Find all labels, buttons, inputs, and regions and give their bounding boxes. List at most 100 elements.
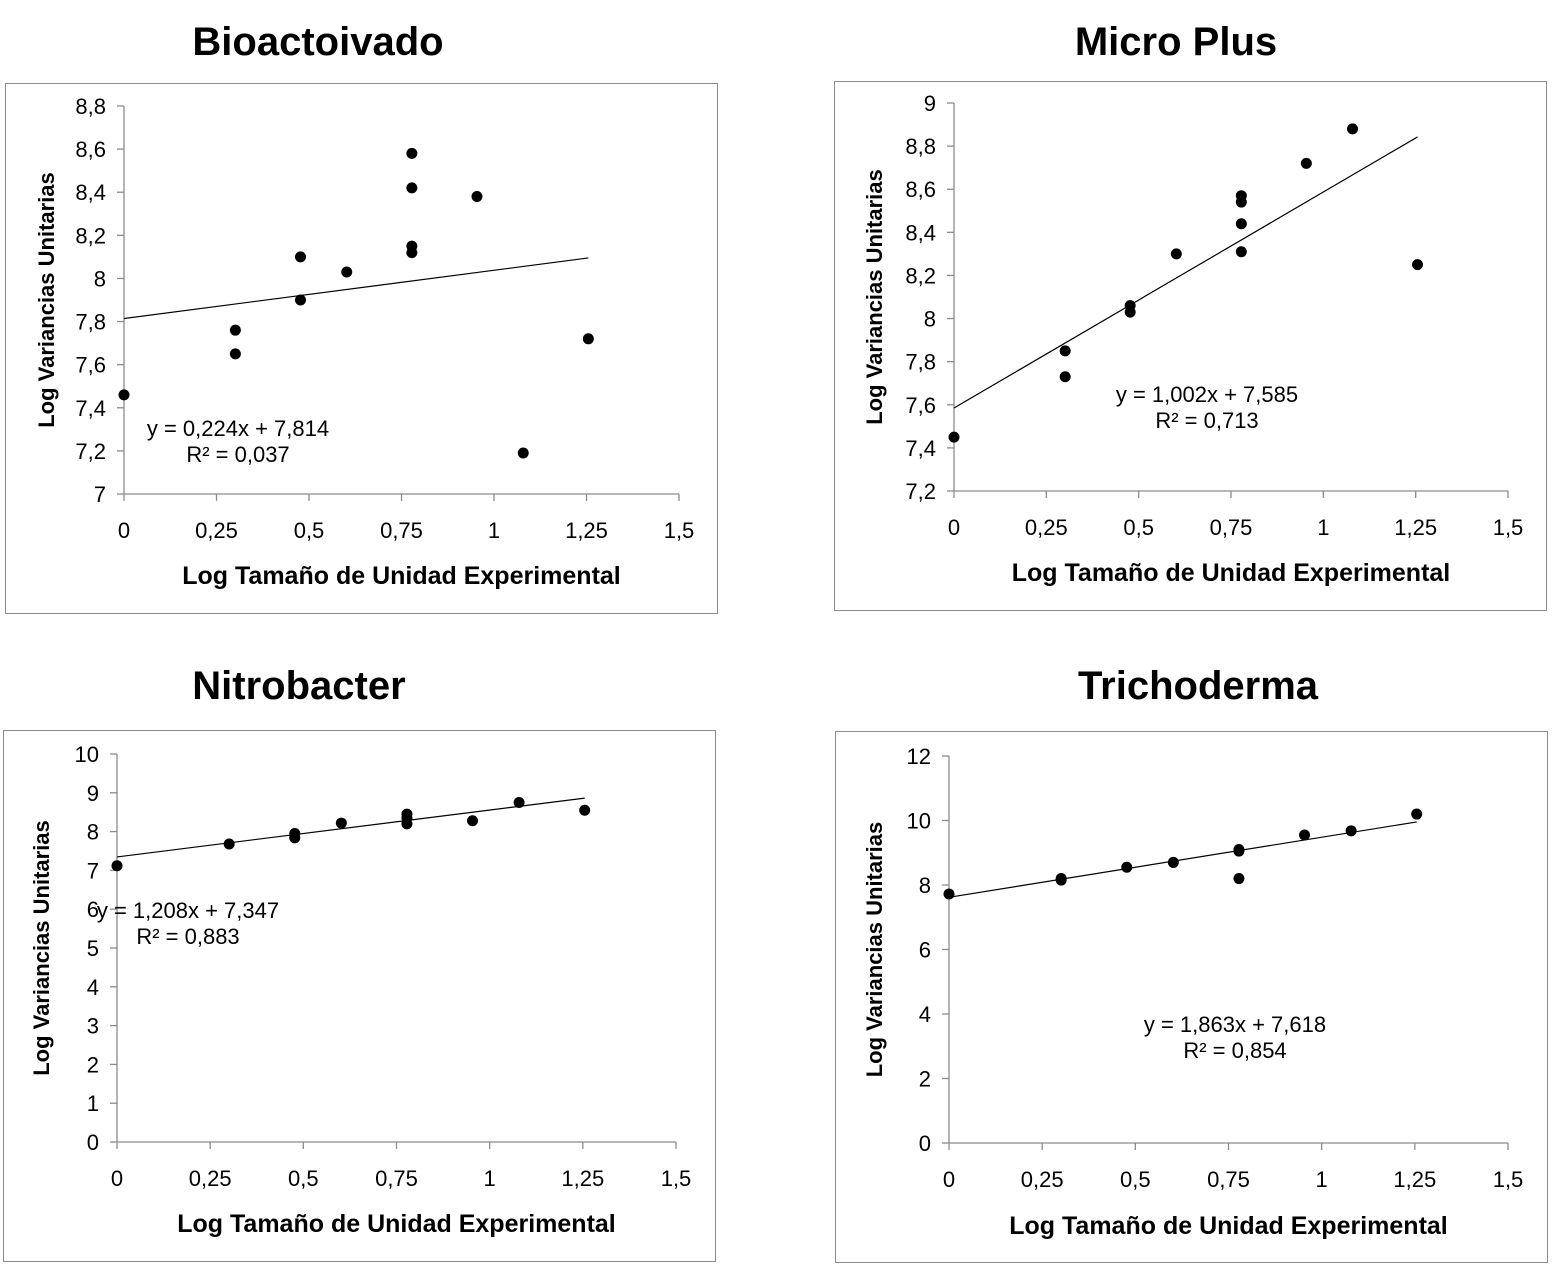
- chart-frame-trichoderma: [835, 731, 1548, 1263]
- x-tick-label: 1: [1317, 515, 1329, 540]
- x-tick-label: 1,25: [1394, 515, 1437, 540]
- x-tick-label: 0: [111, 1166, 123, 1191]
- data-point: [1411, 808, 1423, 820]
- y-tick-label: 2: [919, 1067, 931, 1092]
- data-point: [294, 294, 306, 306]
- y-tick-label: 2: [87, 1052, 99, 1077]
- x-tick-label: 0,5: [288, 1166, 319, 1191]
- x-tick-label: 0: [118, 518, 130, 543]
- x-tick-label: 0,25: [195, 518, 238, 543]
- y-tick-label: 4: [919, 1002, 931, 1027]
- data-point: [1124, 306, 1136, 318]
- y-tick-label: 7,8: [75, 310, 106, 335]
- data-point: [948, 431, 960, 443]
- data-point: [943, 888, 955, 900]
- data-point: [111, 860, 123, 872]
- data-point: [294, 251, 306, 263]
- x-tick-label: 1,5: [1493, 515, 1524, 540]
- y-axis-label: Log Variancias Unitarias: [34, 172, 59, 428]
- data-point: [1235, 196, 1247, 208]
- y-tick-label: 7,2: [905, 479, 936, 504]
- data-point: [406, 247, 418, 259]
- chart-title-micro-plus: Micro Plus: [1074, 20, 1278, 64]
- r-squared-label: R² = 0,854: [1183, 1038, 1286, 1063]
- y-tick-label: 8,8: [905, 134, 936, 159]
- data-point: [1055, 874, 1067, 886]
- data-point: [1233, 845, 1245, 857]
- y-tick-label: 10: [75, 742, 99, 767]
- x-tick-label: 0,5: [294, 518, 325, 543]
- y-tick-label: 8,6: [905, 177, 936, 202]
- x-tick-label: 1: [484, 1166, 496, 1191]
- y-tick-label: 0: [87, 1130, 99, 1155]
- y-tick-label: 7: [87, 858, 99, 883]
- data-point: [335, 817, 347, 829]
- trendline: [948, 821, 1417, 898]
- x-tick-label: 0,5: [1120, 1167, 1151, 1192]
- data-point: [223, 838, 235, 850]
- x-tick-label: 0: [943, 1167, 955, 1192]
- x-tick-label: 0: [948, 515, 960, 540]
- chart-frame-micro-plus: [834, 81, 1547, 611]
- chart-title-trichoderma: Trichoderma: [1077, 664, 1319, 708]
- trendline: [116, 797, 585, 858]
- data-point: [1059, 345, 1071, 357]
- data-point: [467, 815, 479, 827]
- x-tick-label: 0,75: [380, 518, 423, 543]
- data-point: [1167, 856, 1179, 868]
- y-tick-label: 8: [919, 873, 931, 898]
- y-tick-label: 9: [924, 91, 936, 116]
- x-tick-label: 1,5: [664, 518, 695, 543]
- y-tick-label: 7: [94, 482, 106, 507]
- data-point: [513, 797, 525, 808]
- y-tick-label: 8,4: [905, 220, 936, 245]
- x-tick-label: 0,25: [189, 1166, 232, 1191]
- y-tick-label: 5: [87, 936, 99, 961]
- y-tick-label: 3: [87, 1014, 99, 1039]
- data-point: [229, 324, 241, 336]
- x-tick-label: 0,75: [1210, 515, 1253, 540]
- data-point: [1059, 371, 1071, 383]
- data-point: [229, 348, 241, 360]
- y-axis-label: Log Variancias Unitarias: [862, 169, 887, 425]
- x-tick-label: 0,5: [1123, 515, 1154, 540]
- y-tick-label: 8: [924, 307, 936, 332]
- data-point: [1170, 248, 1182, 260]
- x-tick-label: 1,5: [1493, 1167, 1524, 1192]
- data-point: [1300, 157, 1312, 169]
- y-tick-label: 7,6: [905, 393, 936, 418]
- y-tick-label: 7,8: [905, 350, 936, 375]
- data-point: [582, 333, 594, 345]
- x-tick-label: 1: [488, 518, 500, 543]
- chart-title-bioactoivado: Bioactoivado: [192, 20, 444, 64]
- data-point: [406, 182, 418, 194]
- y-tick-label: 6: [87, 897, 99, 922]
- y-tick-label: 8,6: [75, 137, 106, 162]
- y-tick-label: 1: [87, 1091, 99, 1116]
- trendline: [123, 257, 589, 320]
- x-tick-label: 0,25: [1025, 515, 1068, 540]
- y-tick-label: 7,4: [905, 436, 936, 461]
- x-tick-label: 0,25: [1021, 1167, 1064, 1192]
- y-tick-label: 7,2: [75, 439, 106, 464]
- y-tick-label: 8,8: [75, 94, 106, 119]
- trendline-equation: y = 1,002x + 7,585: [1116, 382, 1298, 407]
- y-tick-label: 10: [907, 809, 931, 834]
- data-point: [579, 804, 591, 816]
- data-point: [289, 832, 301, 844]
- data-point: [1299, 829, 1311, 841]
- x-tick-label: 1,5: [661, 1166, 692, 1191]
- chart-title-nitrobacter: Nitrobacter: [192, 664, 406, 708]
- data-point: [341, 266, 353, 278]
- x-tick-label: 1,25: [561, 1166, 604, 1191]
- trendline-equation: y = 1,863x + 7,618: [1144, 1012, 1326, 1037]
- x-tick-label: 1: [1316, 1167, 1328, 1192]
- r-squared-label: R² = 0,037: [186, 442, 289, 467]
- data-point: [517, 447, 529, 459]
- y-tick-label: 8,2: [905, 263, 936, 288]
- y-axis-label: Log Variancias Unitarias: [862, 822, 887, 1078]
- data-point: [471, 191, 483, 203]
